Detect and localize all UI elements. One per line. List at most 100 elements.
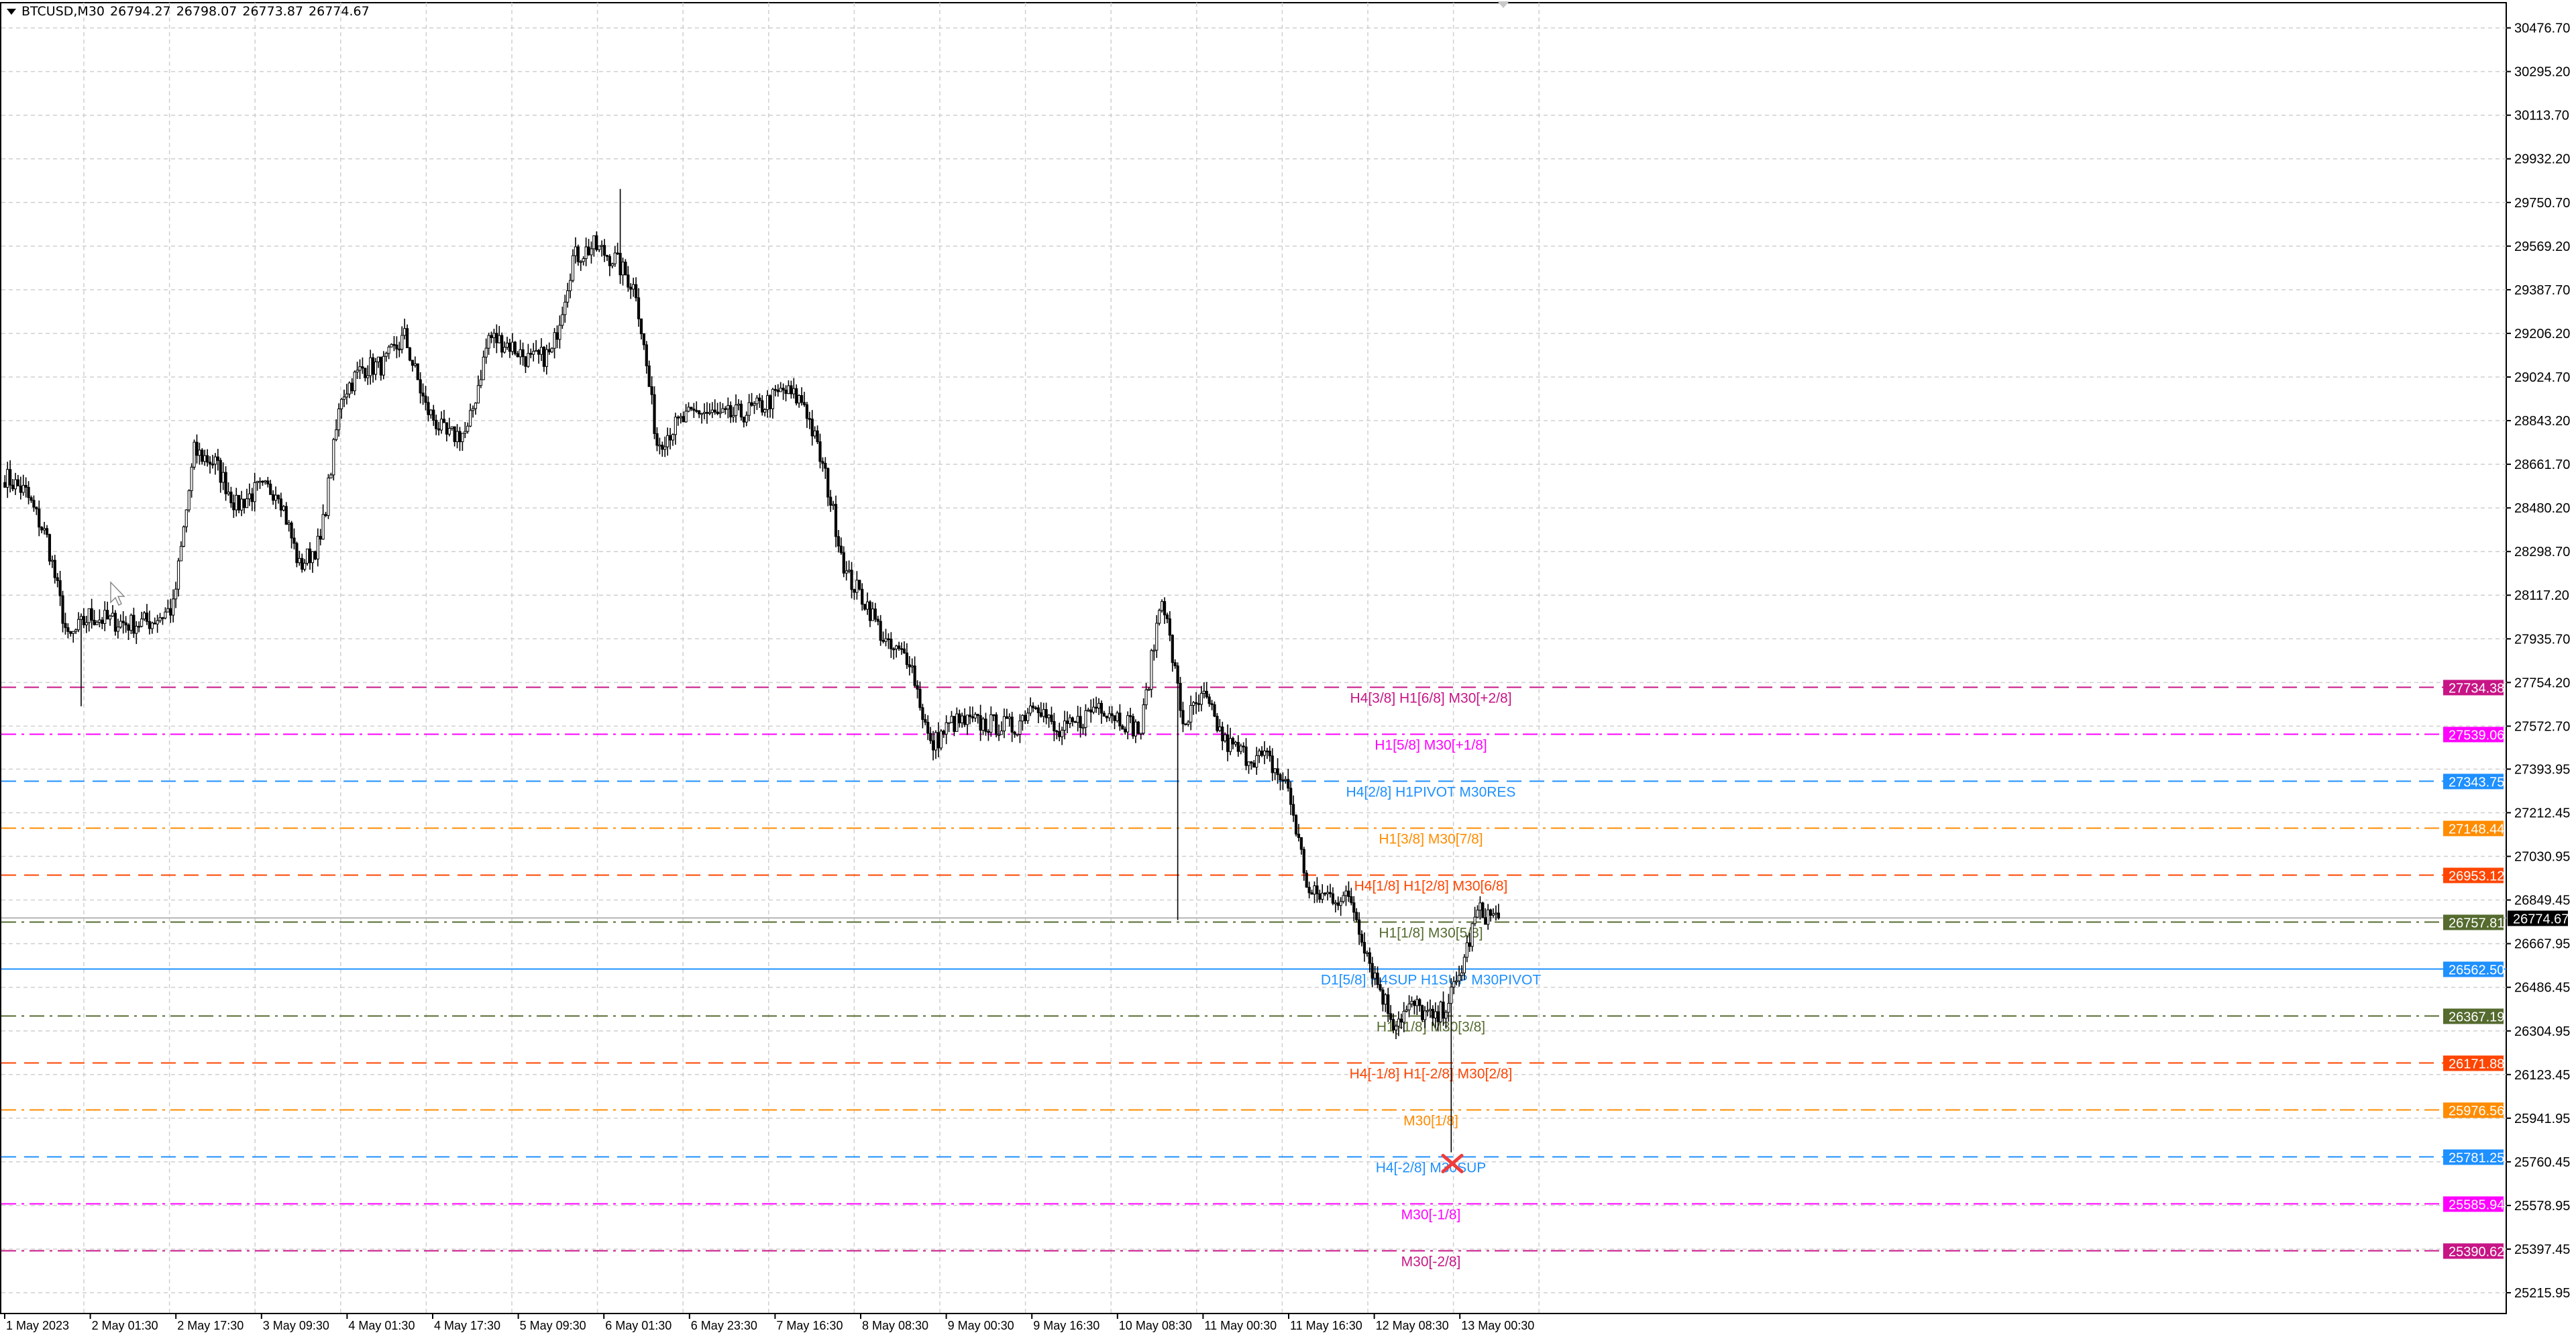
candle-body [847,570,851,572]
candle-body [942,731,945,735]
candle-body [382,356,385,376]
level-label: H4[1/8] H1[2/8] M30[6/8] [1354,878,1508,894]
candle-body [156,620,159,625]
candle-body [435,419,438,429]
candle-body [1010,716,1014,733]
candle-body [829,496,833,506]
candle-body [800,395,804,403]
candle-body [632,284,635,290]
candle-body [900,648,904,650]
candle-body [1447,1003,1450,1013]
candle-body [698,410,701,415]
candle-body [766,395,769,411]
candle-body [965,714,969,725]
level-label: H4[2/8] H1PIVOT M30RES [1346,784,1516,800]
symbol-label: BTCUSD,M30 [21,4,105,19]
candle-body [1136,721,1140,734]
candle-body [203,455,207,462]
candle-body [1184,723,1187,725]
candle-body [295,543,299,564]
level-label: M30[-2/8] [1401,1254,1461,1269]
candle-body [576,246,580,262]
candle-body [1397,1018,1401,1027]
y-tick-label: 29569.20 [2514,239,2570,254]
candle-body [503,347,506,353]
candle-body [1168,618,1171,636]
candle-body [458,431,462,443]
candle-body [1102,712,1106,717]
candle-body [1134,721,1138,737]
candle-body [303,563,307,570]
candle-body [1121,725,1124,730]
candle-body [553,332,556,349]
candle-body [1402,1010,1405,1023]
candle-body [361,366,364,369]
chart-shift-marker-icon[interactable] [1497,1,1509,8]
candle-body [1176,665,1179,684]
candle-body [1018,720,1022,735]
candle-body [392,343,396,346]
candle-body [313,551,317,559]
candle-body [1462,957,1466,973]
candle-body [342,396,346,400]
candle-body [1442,1002,1445,1019]
candle-body [1339,901,1342,906]
level-price-tag-text: 26171.88 [2449,1057,2504,1071]
candle-body [569,280,572,291]
candle-body [1481,902,1485,918]
candle-body [598,246,601,250]
candle-body [390,343,393,347]
candle-body [855,580,859,593]
y-tick-label: 28480.20 [2514,501,2570,516]
y-tick-label: 29387.70 [2514,283,2570,298]
candle-body [605,254,609,257]
level-price-tag-text: 26562.50 [2449,963,2504,977]
candle-body [613,252,616,264]
candle-body [1128,715,1132,717]
candle-body [1247,761,1250,766]
candle-body [208,462,212,465]
candle-body [1147,688,1150,691]
collapse-triangle-icon[interactable] [7,8,16,15]
candle-body [1263,750,1267,756]
candle-body [818,441,822,462]
candle-body [1260,750,1264,756]
candle-body [369,357,372,376]
y-tick-label: 27754.20 [2514,676,2570,690]
candle-body [87,608,91,623]
plot-area [0,2,2507,1314]
candle-body [1065,720,1069,725]
candle-body [287,523,290,525]
level-price-tag [2443,1008,2504,1024]
candle-body [537,350,541,355]
candle-body [1379,984,1382,991]
candle-body [1273,768,1277,773]
candle-body [339,398,343,409]
candle-body [918,688,922,708]
candle-body [219,460,222,483]
candle-body [1053,721,1056,732]
candle-body [403,328,407,336]
candle-body [1171,635,1174,663]
candle-body [668,435,672,441]
candle-body [1068,717,1072,725]
candle-body [924,719,927,723]
candle-body [1226,734,1230,752]
x-tick-label: 9 May 00:30 [948,1319,1014,1332]
candle-body [1163,601,1167,616]
candle-body [292,537,296,544]
candle-body [319,535,322,540]
candle-body [976,714,979,716]
x-tick-label: 11 May 00:30 [1204,1319,1277,1332]
candle-body [650,386,653,395]
candle-body [1118,712,1122,727]
candle-body [805,404,809,419]
candle-body [158,617,162,621]
candle-body [729,405,733,418]
candle-body [190,466,193,491]
candle-body [1426,1010,1430,1012]
y-tick-label: 30113.70 [2514,109,2569,123]
candle-body [505,342,509,348]
candle-body [602,245,606,256]
